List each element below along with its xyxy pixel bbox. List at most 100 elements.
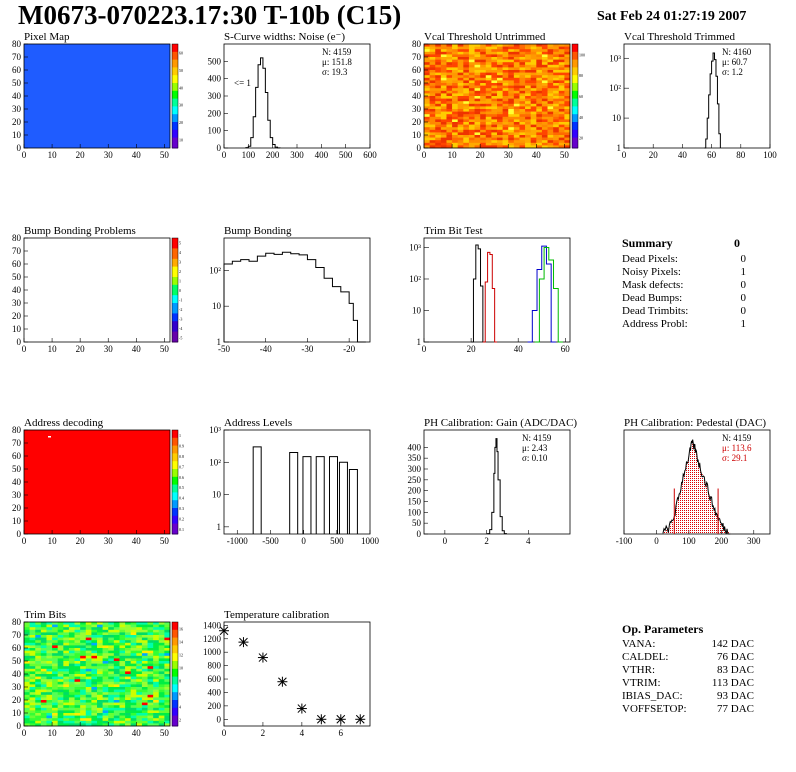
- heatmap-cell: [102, 622, 109, 625]
- heatmap-cell: [108, 720, 115, 724]
- heatmap-cell: [29, 674, 36, 677]
- heatmap-cell: [97, 723, 103, 727]
- heatmap-cell: [113, 635, 120, 638]
- stats-line: σ: 0.10: [522, 453, 548, 463]
- y-tick-label: 150: [408, 497, 422, 507]
- heatmap-cell: [508, 57, 515, 60]
- palette-cell: [172, 648, 178, 652]
- heatmap-cell: [468, 96, 475, 99]
- heatmap-cell: [119, 655, 126, 659]
- heatmap-cell: [541, 96, 548, 99]
- heatmap-cell: [502, 70, 509, 73]
- heatmap-cell: [40, 676, 47, 680]
- heatmap-cell: [46, 624, 53, 628]
- x-tick-label: 4: [300, 728, 305, 738]
- palette-cell: [572, 127, 578, 131]
- heatmap-cell: [125, 655, 131, 659]
- heatmap-cell: [530, 106, 537, 110]
- heatmap-cell: [508, 142, 515, 146]
- y-tick-label: 70: [12, 630, 22, 640]
- x-tick-label: 40: [532, 150, 542, 160]
- heatmap-cell: [536, 106, 543, 110]
- heatmap-cell: [68, 622, 75, 625]
- heatmap-cell: [113, 645, 120, 649]
- heatmap-cell: [52, 687, 58, 690]
- heatmap-cell: [440, 101, 447, 105]
- heatmap-cell: [553, 109, 560, 112]
- heatmap-cell: [68, 648, 75, 651]
- heatmap-cell: [485, 62, 492, 66]
- heatmap-cell: [502, 111, 509, 115]
- heatmap-cell: [113, 697, 120, 701]
- heatmap-cell: [446, 49, 453, 53]
- palette-cell: [172, 308, 178, 312]
- heatmap-cell: [424, 122, 430, 125]
- heatmap-cell: [125, 640, 131, 644]
- heatmap-cell: [558, 44, 565, 47]
- y-tick-label: 20: [412, 117, 422, 127]
- palette-cell: [572, 114, 578, 118]
- x-tick-label: 10: [48, 728, 58, 738]
- heatmap-cell: [468, 103, 475, 107]
- heatmap-cell: [57, 629, 64, 633]
- heatmap-cell: [429, 72, 436, 76]
- x-tick-label: 40: [132, 150, 142, 160]
- heatmap-cell: [525, 44, 531, 47]
- heatmap-cell: [553, 101, 560, 105]
- heatmap-cell: [74, 705, 81, 709]
- heatmap-cell: [502, 122, 509, 125]
- heatmap-cell: [40, 640, 47, 644]
- heatmap-cell: [147, 632, 154, 636]
- palette-cell: [172, 723, 178, 727]
- heatmap-cell: [530, 145, 537, 149]
- heatmap-cell: [558, 93, 565, 97]
- heatmap-cell: [558, 119, 565, 123]
- heatmap-cell: [113, 705, 120, 709]
- heatmap-cell: [558, 64, 565, 68]
- heatmap-cell: [125, 637, 131, 641]
- heatmap-cell: [519, 62, 526, 66]
- heatmap-cell: [147, 707, 154, 711]
- heatmap-cell: [541, 109, 548, 112]
- heatmap-cell: [52, 676, 58, 680]
- heatmap-cell: [502, 135, 509, 138]
- heatmap-cell: [463, 49, 470, 53]
- heatmap-cell: [468, 77, 475, 81]
- heatmap-cell: [68, 713, 75, 716]
- heatmap-cell: [68, 671, 75, 675]
- heatmap-cell: [80, 720, 87, 724]
- heatmap-cell: [485, 44, 492, 47]
- heatmap-cell: [558, 62, 565, 66]
- heatmap-cell: [519, 137, 526, 141]
- heatmap-cell: [558, 101, 565, 105]
- heatmap-cell: [80, 671, 87, 675]
- stats-line: N: 4159: [322, 47, 352, 57]
- y-tick-label: 30: [12, 682, 22, 692]
- heatmap-cell: [525, 135, 531, 138]
- heatmap-cell: [119, 663, 126, 667]
- heatmap-cell: [164, 707, 171, 711]
- heatmap-cell: [435, 96, 442, 99]
- x-tick-label: 60: [707, 150, 717, 160]
- y-tick-label: 60: [412, 65, 422, 75]
- y-tick-label: 1200: [203, 634, 222, 644]
- heatmap-cell: [508, 127, 515, 131]
- heatmap-cell: [525, 77, 531, 81]
- heatmap-cell: [519, 98, 526, 102]
- heatmap-cell: [541, 80, 548, 84]
- heatmap-cell: [40, 661, 47, 664]
- heatmap-cell: [547, 46, 554, 50]
- heatmap-cell: [97, 687, 103, 690]
- heatmap-cell: [564, 114, 571, 118]
- heatmap-cell: [136, 697, 143, 701]
- heatmap-cell: [446, 90, 453, 94]
- heatmap-cell: [35, 679, 42, 683]
- heatmap-cell: [68, 658, 75, 662]
- heatmap-cell: [502, 127, 509, 131]
- heatmap-cell: [130, 715, 137, 719]
- heatmap-cell: [153, 655, 160, 659]
- heatmap-cell: [57, 705, 64, 709]
- heatmap-cell: [52, 640, 58, 644]
- heatmap-cell: [52, 689, 58, 693]
